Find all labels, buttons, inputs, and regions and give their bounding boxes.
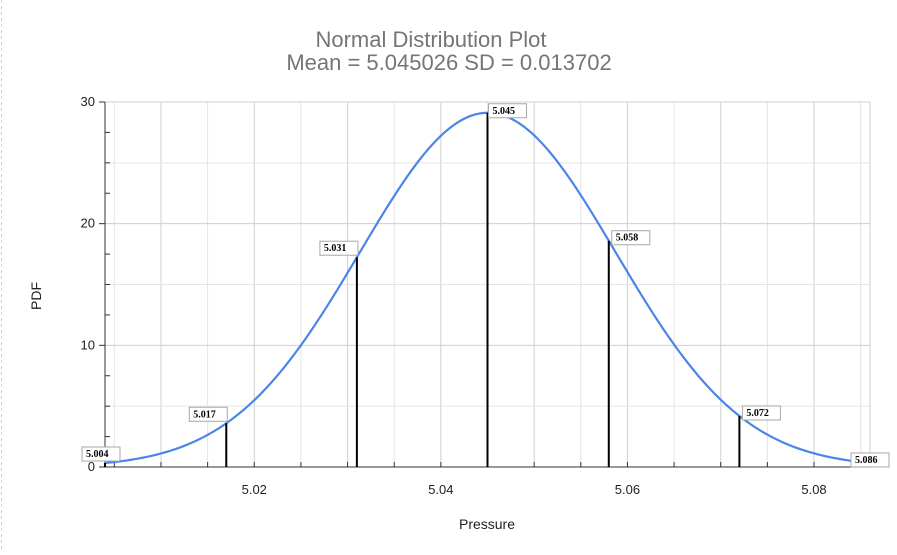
marker-label: 5.004 xyxy=(86,449,109,460)
marker-label-box xyxy=(319,240,359,256)
y-tick-label: 30 xyxy=(81,94,95,109)
marker-label-box xyxy=(741,405,781,421)
labels: Normal Distribution Plot Mean = 5.045026… xyxy=(28,27,612,532)
chart-subtitle: Mean = 5.045026 SD = 0.013702 xyxy=(286,50,611,75)
x-tick-label: 5.02 xyxy=(242,482,267,497)
y-tick-label: 20 xyxy=(81,216,95,231)
marker-label: 5.086 xyxy=(855,455,878,466)
marker-label-box xyxy=(488,103,527,119)
marker-label-box xyxy=(81,446,121,462)
marker-label: 5.045 xyxy=(493,106,516,117)
x-axis-label: Pressure xyxy=(459,516,515,532)
x-tick-label: 5.04 xyxy=(428,482,453,497)
marker-label: 5.017 xyxy=(193,409,216,420)
marker-label-box xyxy=(611,230,651,246)
chart-title: Normal Distribution Plot xyxy=(315,27,546,52)
marker-label-box xyxy=(850,452,890,468)
marker-label-box xyxy=(188,406,228,422)
y-tick-label: 10 xyxy=(81,337,95,352)
y-tick-label: 0 xyxy=(88,459,95,474)
marker-label: 5.031 xyxy=(324,243,347,254)
x-tick-label: 5.06 xyxy=(615,482,640,497)
marker-label: 5.058 xyxy=(616,233,639,244)
y-axis-label: PDF xyxy=(28,282,44,310)
axes: 0 10 20 30 5.02 5.04 5.06 5.08 xyxy=(81,94,870,497)
marker-layer: 5.004 5.017 5.031 5.045 5.058 5.072 5.086 xyxy=(81,103,890,468)
page-edge-dotted-border xyxy=(1,0,2,550)
marker-label: 5.072 xyxy=(746,408,769,419)
x-tick-label: 5.08 xyxy=(801,482,826,497)
